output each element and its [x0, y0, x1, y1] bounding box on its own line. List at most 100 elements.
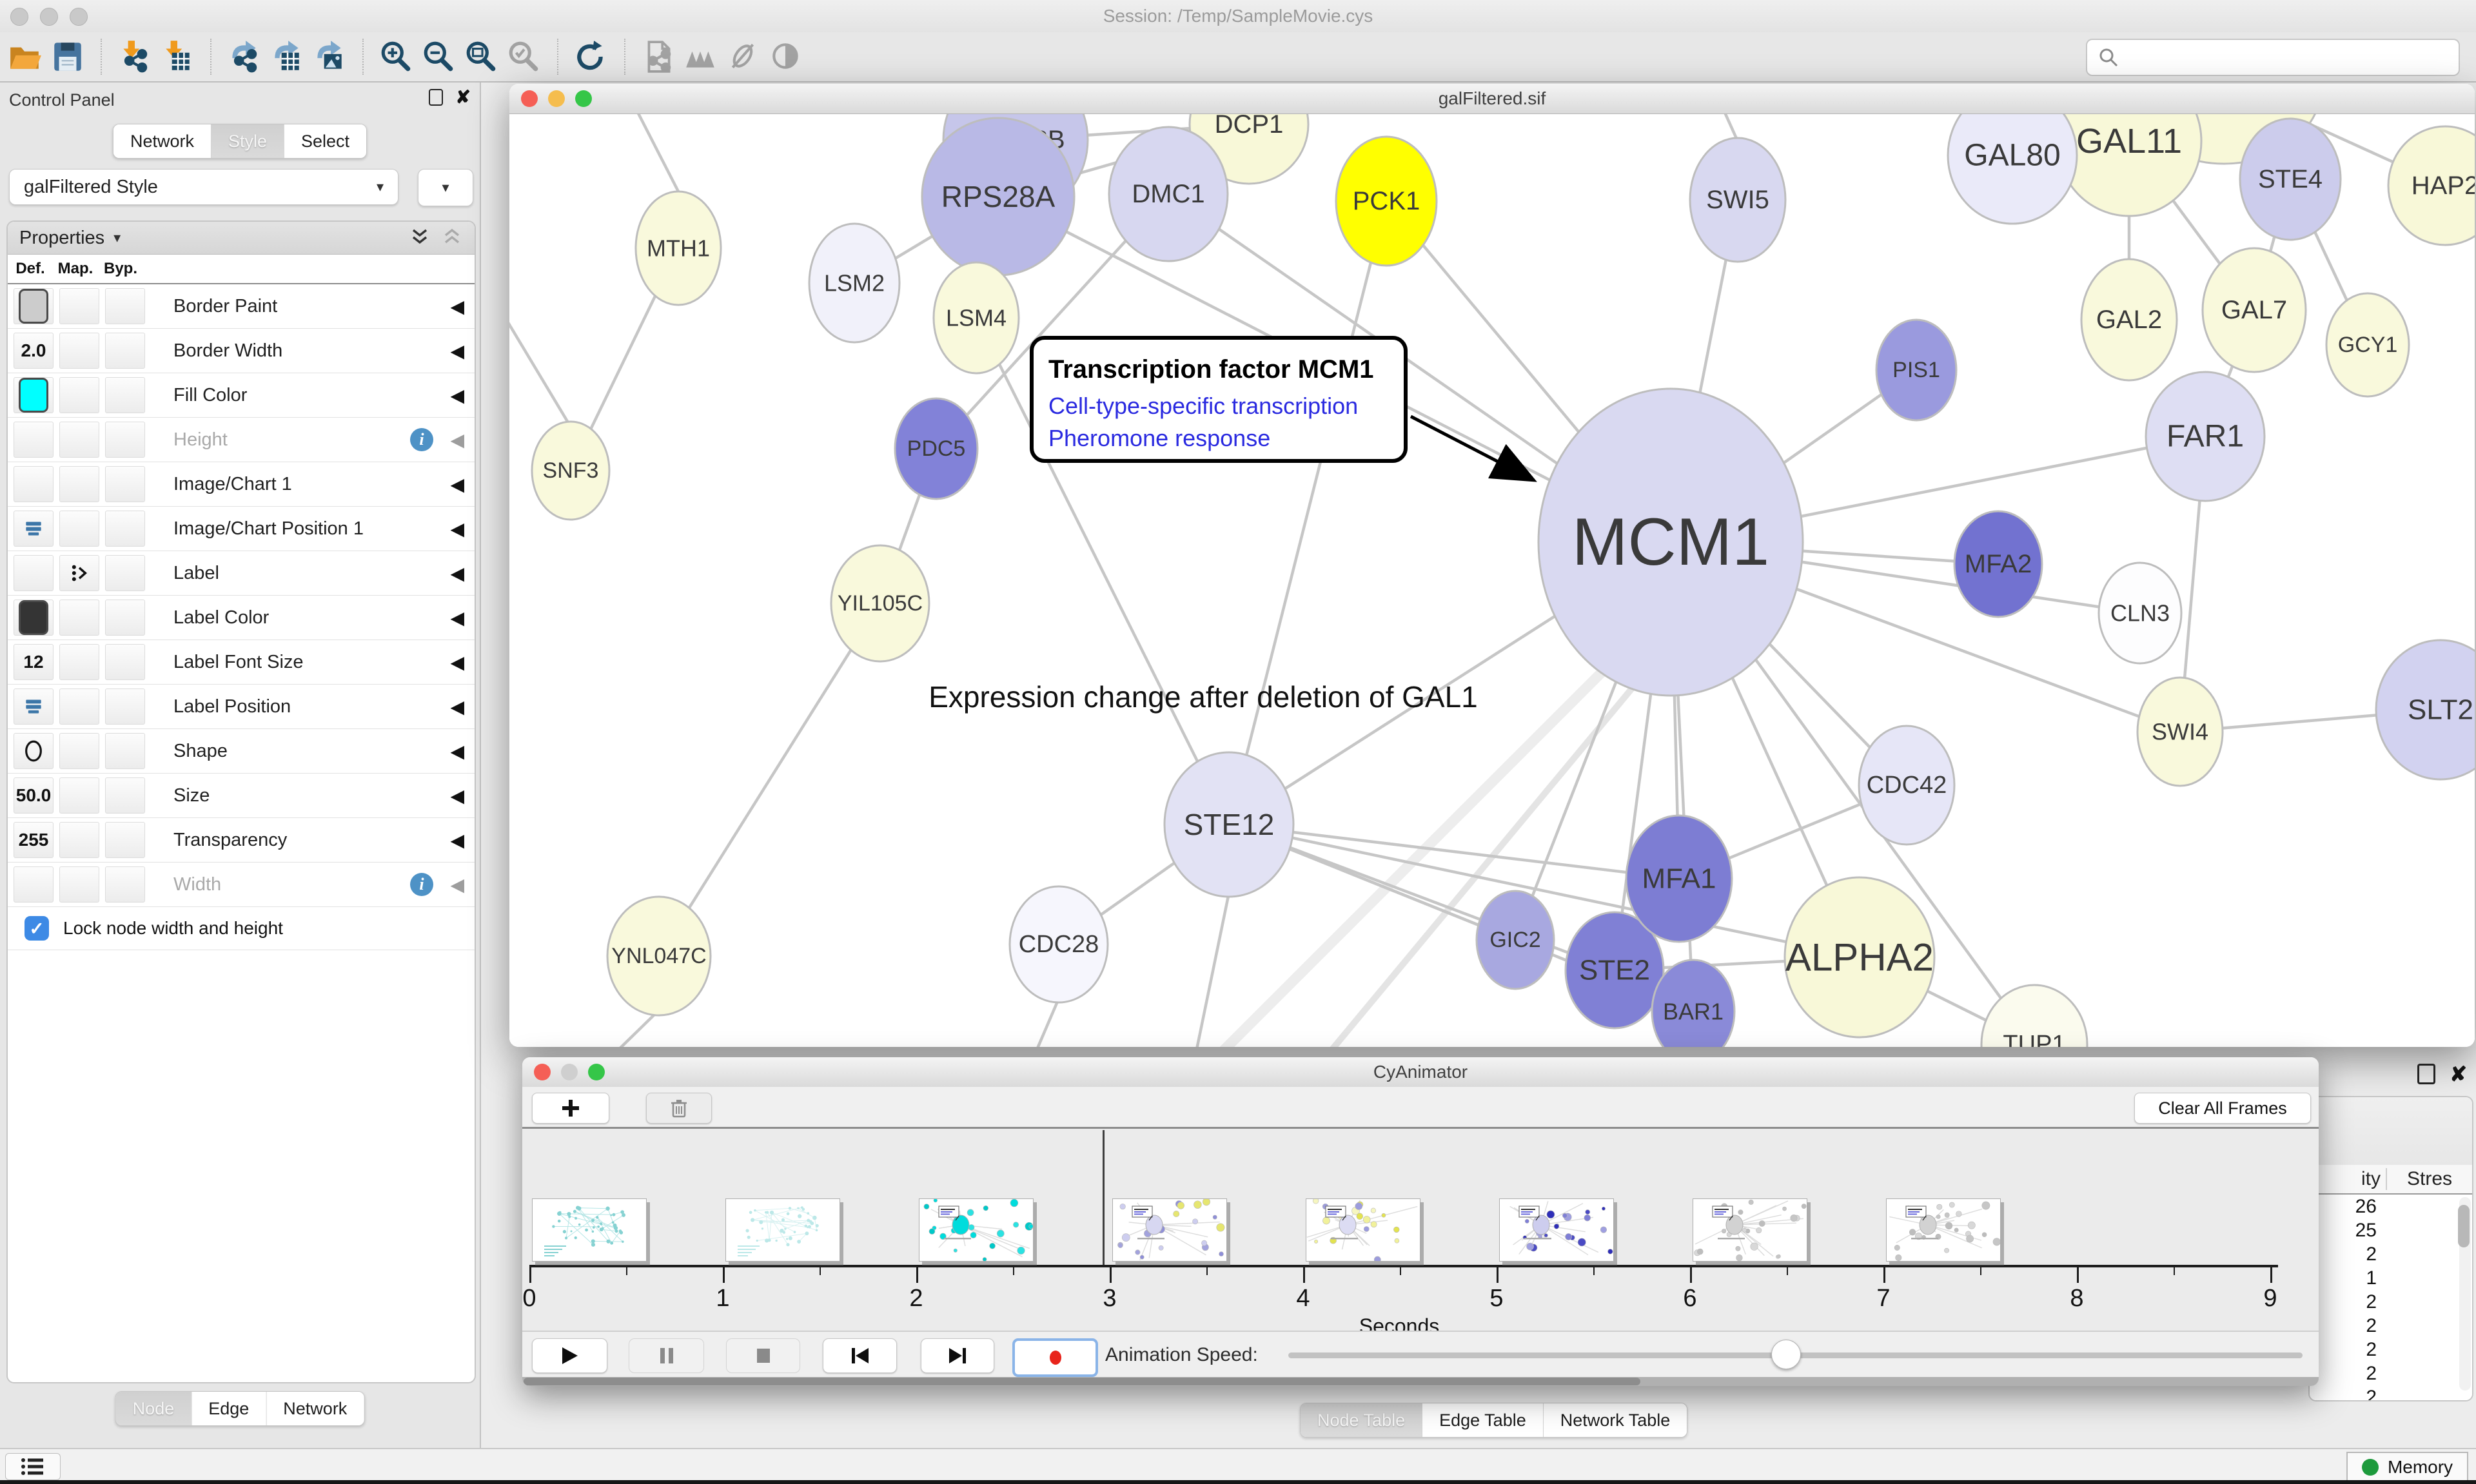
expand-property-icon[interactable]: ◀	[450, 429, 464, 450]
pause-button[interactable]	[629, 1338, 704, 1373]
tab-network-table[interactable]: Network Table	[1543, 1403, 1687, 1437]
keyframe-thumbnail-7[interactable]	[1886, 1198, 2001, 1262]
cyanimator-titlebar[interactable]: CyAnimator	[522, 1057, 2319, 1088]
expand-property-icon[interactable]: ◀	[450, 741, 464, 761]
default-value-cell[interactable]	[14, 688, 54, 725]
app-traffic-lights[interactable]	[10, 8, 88, 26]
float-panel-icon[interactable]	[428, 89, 443, 106]
expand-property-icon[interactable]: ◀	[450, 296, 464, 317]
keyframe-thumbnail-0[interactable]	[532, 1198, 647, 1262]
default-value-cell[interactable]	[14, 377, 54, 413]
tab-edge-table[interactable]: Edge Table	[1422, 1403, 1544, 1437]
default-value-cell[interactable]	[14, 288, 54, 324]
mapping-cell[interactable]	[59, 777, 99, 814]
network-node-GAL2[interactable]: GAL2	[2080, 258, 2178, 382]
skip-start-button[interactable]	[823, 1338, 897, 1373]
bypass-cell[interactable]	[105, 822, 145, 858]
default-value-cell[interactable]	[14, 866, 54, 903]
expand-property-icon[interactable]: ◀	[450, 563, 464, 583]
collapse-all-icon[interactable]	[441, 228, 463, 248]
expand-property-icon[interactable]: ◀	[450, 874, 464, 895]
table-row[interactable]: 2	[2366, 1243, 2377, 1265]
property-row-size[interactable]: 50.0 Size ◀	[8, 774, 475, 818]
property-row-width[interactable]: Width i ◀	[8, 863, 475, 907]
memory-indicator[interactable]: Memory	[2346, 1452, 2468, 1483]
network-node-GAL80[interactable]: GAL80	[1947, 114, 2078, 225]
keyframe-thumbnail-6[interactable]	[1693, 1198, 1807, 1262]
network-node-GCY1[interactable]: GCY1	[2325, 292, 2410, 398]
bypass-cell[interactable]	[105, 555, 145, 591]
property-row-image-chart-1[interactable]: Image/Chart 1 ◀	[8, 462, 475, 507]
horizontal-scrollbar[interactable]	[522, 1377, 2319, 1386]
network-canvas[interactable]: RPS28BRPS28ADCP1DMC1PCK1MTH1LSM2LSM4SNF3…	[509, 114, 2475, 1047]
tab-node[interactable]: Node	[115, 1392, 192, 1425]
show-icon[interactable]	[765, 35, 807, 78]
bypass-cell[interactable]	[105, 688, 145, 725]
slider-knob[interactable]	[1771, 1340, 1801, 1369]
bypass-cell[interactable]	[105, 511, 145, 547]
network-node-RPS28A[interactable]: RPS28A	[921, 117, 1076, 277]
network-node-CDC42[interactable]: CDC42	[1858, 725, 1956, 846]
mapping-cell[interactable]	[59, 555, 99, 591]
network-node-MFA1[interactable]: MFA1	[1625, 814, 1733, 943]
expand-property-icon[interactable]: ◀	[450, 474, 464, 494]
expand-property-icon[interactable]: ◀	[450, 340, 464, 361]
network-node-LSM2[interactable]: LSM2	[808, 222, 901, 344]
property-row-shape[interactable]: Shape ◀	[8, 729, 475, 774]
network-window-titlebar[interactable]: galFiltered.sif	[509, 84, 2475, 114]
tab-style[interactable]: Style	[211, 124, 285, 158]
property-row-image-chart-position-1[interactable]: Image/Chart Position 1 ◀	[8, 507, 475, 551]
mapping-cell[interactable]	[59, 333, 99, 369]
vertical-scrollbar[interactable]	[2458, 1197, 2471, 1391]
network-node-CDC28[interactable]: CDC28	[1008, 885, 1109, 1004]
tab-edge[interactable]: Edge	[192, 1392, 267, 1425]
default-value-cell[interactable]	[14, 466, 54, 502]
mapping-cell[interactable]	[59, 422, 99, 458]
timeline-playhead[interactable]	[1103, 1130, 1105, 1265]
default-value-cell[interactable]: 12	[14, 644, 54, 680]
table-body[interactable]: 26 25 2 1 2 2 2 2 2	[2310, 1195, 2472, 1400]
network-node-STE4[interactable]: STE4	[2239, 117, 2342, 241]
expand-property-icon[interactable]: ◀	[450, 385, 464, 405]
network-node-DMC1[interactable]: DMC1	[1108, 126, 1229, 262]
zoom-selected-icon[interactable]	[503, 35, 545, 78]
network-node-GAL7[interactable]: GAL7	[2201, 247, 2307, 373]
network-node-BAR1[interactable]: BAR1	[1651, 959, 1736, 1047]
zoom-fit-icon[interactable]	[460, 35, 503, 78]
play-button[interactable]	[532, 1338, 607, 1373]
export-network-icon[interactable]	[223, 35, 266, 78]
mapping-cell[interactable]	[59, 733, 99, 769]
property-row-label-position[interactable]: Label Position ◀	[8, 685, 475, 729]
table-row[interactable]: 25	[2355, 1219, 2377, 1241]
network-node-SNF3[interactable]: SNF3	[531, 420, 611, 521]
default-value-cell[interactable]	[14, 422, 54, 458]
default-value-cell[interactable]	[14, 733, 54, 769]
property-row-border-width[interactable]: 2.0 Border Width ◀	[8, 329, 475, 373]
info-icon[interactable]: i	[410, 873, 433, 896]
network-node-PCK1[interactable]: PCK1	[1335, 135, 1438, 267]
network-node-PIS1[interactable]: PIS1	[1875, 318, 1958, 422]
default-value-cell[interactable]	[14, 555, 54, 591]
network-node-SWI4[interactable]: SWI4	[2136, 676, 2224, 787]
mapping-cell[interactable]	[59, 822, 99, 858]
network-node-MCM1[interactable]: MCM1	[1537, 387, 1804, 697]
default-value-cell[interactable]: 2.0	[14, 333, 54, 369]
network-node-MTH1[interactable]: MTH1	[634, 190, 722, 306]
property-row-height[interactable]: Height i ◀	[8, 418, 475, 462]
table-row[interactable]: 26	[2355, 1195, 2377, 1217]
table-row[interactable]: 2	[2366, 1314, 2377, 1336]
mapping-cell[interactable]	[59, 288, 99, 324]
window-traffic-lights[interactable]	[521, 90, 592, 107]
expand-all-icon[interactable]	[409, 228, 431, 248]
clear-all-frames-button[interactable]: Clear All Frames	[2134, 1093, 2311, 1124]
mapping-cell[interactable]	[59, 511, 99, 547]
property-row-fill-color[interactable]: Fill Color ◀	[8, 373, 475, 418]
record-button[interactable]	[1012, 1338, 1098, 1377]
expand-property-icon[interactable]: ◀	[450, 652, 464, 672]
network-node-HAP2[interactable]: HAP2	[2387, 125, 2475, 246]
network-node-LSM4[interactable]: LSM4	[932, 261, 1020, 375]
mapping-cell[interactable]	[59, 377, 99, 413]
close-panel-icon[interactable]: ✘	[2450, 1062, 2467, 1086]
bypass-cell[interactable]	[105, 422, 145, 458]
property-row-transparency[interactable]: 255 Transparency ◀	[8, 818, 475, 863]
